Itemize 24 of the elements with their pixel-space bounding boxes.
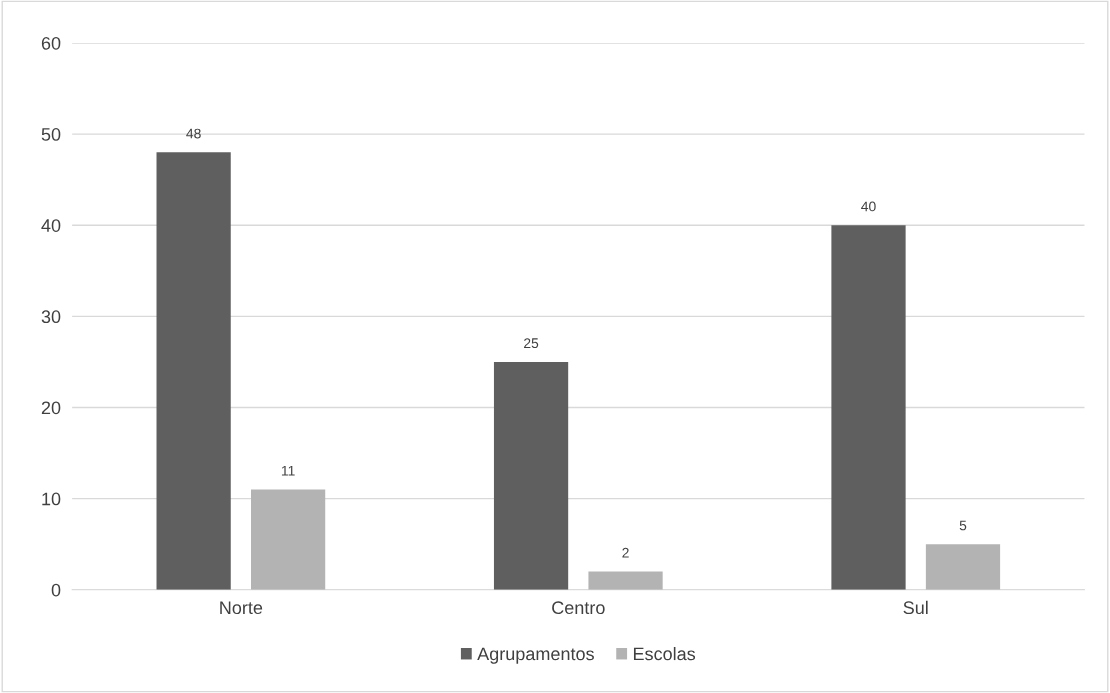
legend-label: Agrupamentos [477, 647, 594, 664]
y-tick-label: 10 [42, 492, 61, 506]
x-tick-label: Sul [903, 600, 928, 615]
data-label: 11 [281, 465, 295, 476]
y-tick-label: 0 [51, 583, 61, 597]
data-label: 40 [861, 201, 876, 212]
x-tick-label: Centro [552, 601, 605, 615]
bar [588, 571, 663, 590]
legend-label: Escolas [633, 647, 696, 661]
bar [250, 489, 326, 590]
bar [493, 361, 569, 590]
bar [156, 152, 231, 590]
y-tick-label: 30 [41, 310, 61, 324]
data-label: 48 [186, 128, 201, 139]
bar [831, 225, 906, 590]
data-label: 2 [622, 547, 629, 558]
y-tick-label: 40 [41, 219, 61, 232]
bar [925, 544, 1001, 590]
y-tick-label: 60 [41, 36, 61, 50]
data-label: 25 [524, 338, 539, 349]
y-tick-label: 50 [41, 128, 61, 141]
x-tick-label: Norte [220, 601, 263, 615]
data-label: 5 [959, 520, 967, 531]
y-tick-label: 20 [41, 401, 61, 415]
